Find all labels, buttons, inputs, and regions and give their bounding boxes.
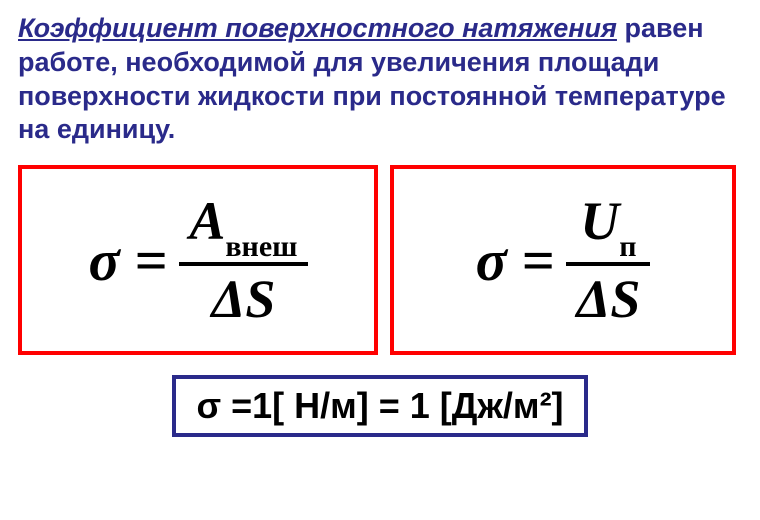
formula1-fraction: Aвнеш ΔS — [179, 192, 307, 329]
formula2-numerator: Uп — [570, 192, 646, 259]
formula2-denominator: ΔS — [566, 270, 650, 328]
formula1-denominator: ΔS — [201, 270, 285, 328]
formula2-lhs: σ = — [476, 227, 555, 294]
units-text: σ =1[ Н/м] = 1 [Дж/м²] — [196, 385, 563, 427]
term: Коэффициент поверхностного натяжения — [18, 13, 617, 43]
formulas-row: σ = Aвнеш ΔS σ = Uп ΔS — [18, 165, 742, 355]
formula2-fraction: Uп ΔS — [566, 192, 650, 329]
formula-box-1: σ = Aвнеш ΔS — [18, 165, 378, 355]
formula1-numerator: Aвнеш — [179, 192, 307, 259]
fraction-line — [566, 262, 650, 266]
definition-text: Коэффициент поверхностного натяжения рав… — [18, 12, 742, 147]
formula-box-2: σ = Uп ΔS — [390, 165, 736, 355]
formula1-lhs: σ = — [89, 227, 168, 294]
units-box: σ =1[ Н/м] = 1 [Дж/м²] — [172, 375, 587, 437]
